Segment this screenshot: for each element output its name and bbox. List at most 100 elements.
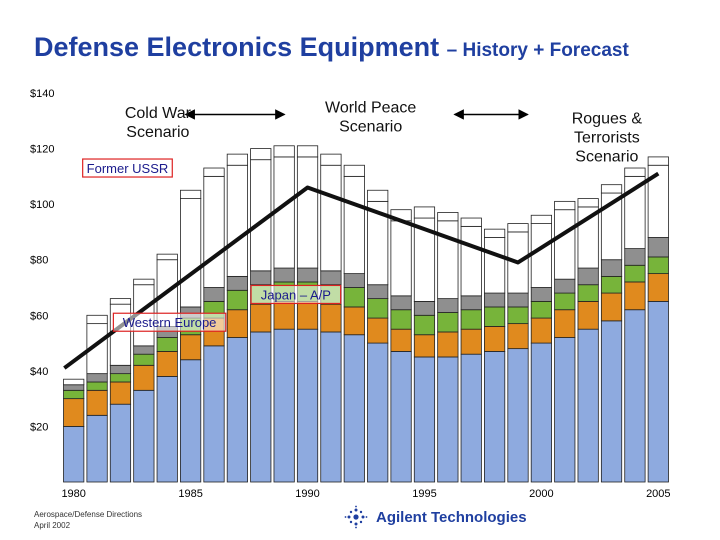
- bar-segment: [554, 292, 576, 311]
- bar-segment: [296, 267, 319, 283]
- bar-segment: [86, 389, 108, 416]
- bar-segment: [390, 309, 412, 330]
- bar-segment: [180, 359, 202, 483]
- annotation-box: [82, 158, 173, 178]
- trend-line: [63, 171, 660, 370]
- spark-logo-icon: [344, 505, 368, 529]
- bar-segment: [390, 295, 412, 311]
- bar-segment: [554, 309, 576, 338]
- bar-segment: [624, 248, 646, 266]
- bar-segment: [296, 300, 319, 330]
- bar-segment: [460, 217, 482, 227]
- bar-segment: [203, 345, 225, 483]
- annotation-box: [250, 284, 342, 305]
- bar-segment: [484, 351, 506, 483]
- y-tick-label: $60: [30, 310, 48, 322]
- bar-segment: [367, 189, 389, 202]
- x-tick-label: 1980: [61, 488, 85, 500]
- footer-line-2: April 2002: [34, 521, 71, 530]
- bar-segment: [530, 317, 552, 344]
- footer-line-1: Aerospace/Defense Directions: [34, 510, 143, 519]
- bar-segment: [460, 295, 482, 311]
- bar-segment: [554, 209, 576, 280]
- bar-segment: [273, 145, 295, 158]
- bar-segment: [273, 300, 295, 330]
- brand-name: Agilent Technologies: [376, 508, 527, 526]
- bar-segment: [203, 167, 225, 177]
- bar-segment: [320, 153, 342, 166]
- bar-segment: [367, 284, 389, 300]
- bar-segment: [63, 384, 85, 391]
- bar-segment: [577, 328, 599, 483]
- bar-segment: [63, 389, 85, 400]
- bar-segment: [296, 156, 319, 269]
- title-main: Defense Electronics Equipment: [34, 32, 440, 62]
- bar-segment: [343, 306, 365, 336]
- y-tick-label: $140: [30, 88, 54, 100]
- bar-segment: [460, 225, 482, 297]
- bar-segment: [133, 345, 155, 355]
- brand-logo: Agilent Technologies: [344, 505, 527, 529]
- bar-segment: [600, 292, 623, 322]
- bar-segment: [437, 220, 459, 300]
- bar-segment: [554, 337, 576, 483]
- bar-segment: [133, 353, 155, 366]
- bar-segment: [437, 212, 459, 222]
- bar-segment: [180, 198, 202, 308]
- bar-segment: [250, 331, 272, 483]
- bar-segment: [156, 253, 178, 261]
- bar-segment: [577, 284, 599, 302]
- bar-segment: [530, 287, 552, 302]
- bar-segment: [507, 306, 529, 325]
- bar-segment: [484, 237, 506, 294]
- bar-segment: [460, 353, 482, 483]
- bar-segment: [390, 220, 412, 297]
- bar-segment: [577, 198, 599, 208]
- annotation-box: [112, 312, 227, 332]
- bar-segment: [437, 312, 459, 333]
- bar-segment: [647, 256, 669, 275]
- bar-segment: [226, 275, 248, 291]
- bar-segment: [647, 237, 669, 258]
- bar-segment: [413, 300, 436, 316]
- bar-segment: [203, 175, 225, 288]
- bar-segment: [507, 223, 529, 233]
- bar-segment: [460, 328, 482, 355]
- bar-segment: [554, 200, 576, 211]
- x-tick-label: 1995: [412, 488, 436, 500]
- y-tick-label: $120: [30, 144, 54, 156]
- bar-segment: [250, 303, 272, 333]
- bar-segment: [226, 289, 248, 311]
- bar-segment: [530, 300, 552, 319]
- bar-segment: [273, 328, 295, 483]
- annotation-label: Japan – A/P: [261, 287, 331, 302]
- bar-segment: [460, 309, 482, 330]
- bar-segment: [577, 267, 599, 286]
- annotation-label: Western Europe: [123, 315, 217, 330]
- bar-segment: [600, 275, 623, 294]
- bar-segment: [343, 175, 365, 275]
- bar-segment: [109, 364, 132, 375]
- bar-segment: [413, 356, 436, 483]
- page-title: Defense Electronics Equipment – History …: [34, 32, 714, 66]
- bar-segment: [600, 184, 623, 194]
- bar-segment: [296, 145, 319, 158]
- x-tick-label: 2005: [646, 488, 670, 500]
- title-suffix: – History + Forecast: [446, 40, 629, 61]
- x-tick-label: 2000: [529, 488, 553, 500]
- bar-segment: [647, 273, 669, 302]
- bar-segment: [133, 364, 155, 391]
- bar-segment: [390, 328, 412, 352]
- bar-segment: [109, 381, 132, 405]
- bar-segment: [507, 292, 529, 308]
- bar-segment: [367, 298, 389, 319]
- bar-segment: [413, 314, 436, 336]
- annotation-label: Former USSR: [87, 161, 169, 176]
- bar-segment: [203, 287, 225, 302]
- y-tick-label: $80: [30, 255, 48, 267]
- bar-segment: [484, 325, 506, 352]
- bar-segment: [180, 189, 202, 199]
- scenario-label: Rogues & Terrorists Scenario: [572, 111, 643, 166]
- bar-segment: [647, 156, 669, 166]
